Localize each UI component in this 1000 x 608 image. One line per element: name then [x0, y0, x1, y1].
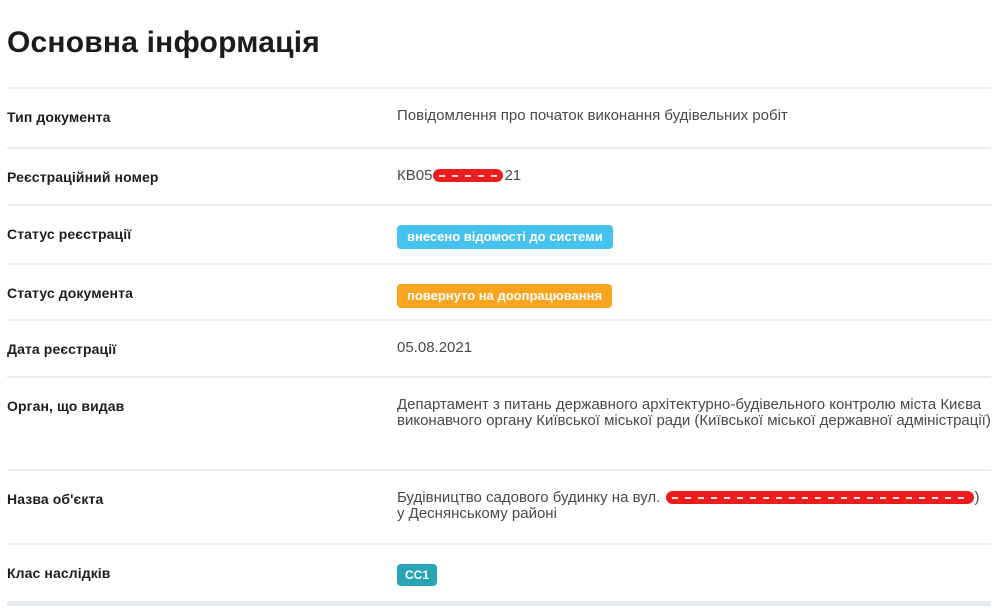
section-end-divider	[7, 601, 991, 606]
info-row-registration-number: Реєстраційний номер КВ05 21	[7, 149, 991, 206]
field-label: Статус документа	[7, 285, 133, 301]
redaction-mark	[665, 491, 974, 504]
value-prefix: КВ05	[397, 167, 433, 184]
info-row-consequence-class: Клас наслідків СС1	[7, 545, 991, 601]
value-suffix: ) у Деснянському районі	[397, 489, 980, 522]
field-label: Тип документа	[7, 109, 111, 125]
value-prefix: Будівництво садового будинку на вул.	[397, 489, 665, 506]
field-label: Дата реєстрації	[7, 341, 117, 357]
info-row-issuing-authority: Орган, що видав Департамент з питань дер…	[7, 378, 991, 471]
basic-info-section: Основна інформація Тип документа Повідом…	[7, 24, 991, 606]
field-value: КВ05 21	[397, 149, 991, 184]
info-row-registration-date: Дата реєстрації 05.08.2021	[7, 321, 991, 378]
field-value: повернуто на доопрацювання	[397, 265, 991, 308]
field-label: Реєстраційний номер	[7, 169, 159, 185]
field-value: Повідомлення про початок виконання будів…	[397, 107, 788, 124]
field-label: Назва об'єкта	[7, 491, 104, 507]
field-value: Департамент з питань державного архітект…	[397, 396, 991, 429]
registration-status-badge: внесено відомості до системи	[397, 225, 613, 249]
document-status-badge: повернуто на доопрацювання	[397, 284, 613, 308]
field-label: Клас наслідків	[7, 565, 111, 581]
field-value: Будівництво садового будинку на вул. ) у…	[397, 471, 991, 522]
redaction-mark	[433, 169, 504, 182]
info-row-document-status: Статус документа повернуто на доопрацюва…	[7, 265, 991, 321]
info-row-object-name: Назва об'єкта Будівництво садового будин…	[7, 471, 991, 545]
field-label: Орган, що видав	[7, 398, 125, 414]
section-divider	[7, 87, 991, 89]
consequence-class-badge: СС1	[397, 564, 438, 586]
info-row-document-type: Тип документа Повідомлення про початок в…	[7, 89, 991, 149]
info-row-registration-status: Статус реєстрації внесено відомості до с…	[7, 206, 991, 265]
field-value: внесено відомості до системи	[397, 206, 991, 249]
field-label: Статус реєстрації	[7, 226, 132, 242]
field-value: 05.08.2021	[397, 339, 473, 356]
value-suffix: 21	[504, 167, 522, 184]
field-value: СС1	[397, 545, 991, 586]
page-title: Основна інформація	[7, 26, 320, 59]
